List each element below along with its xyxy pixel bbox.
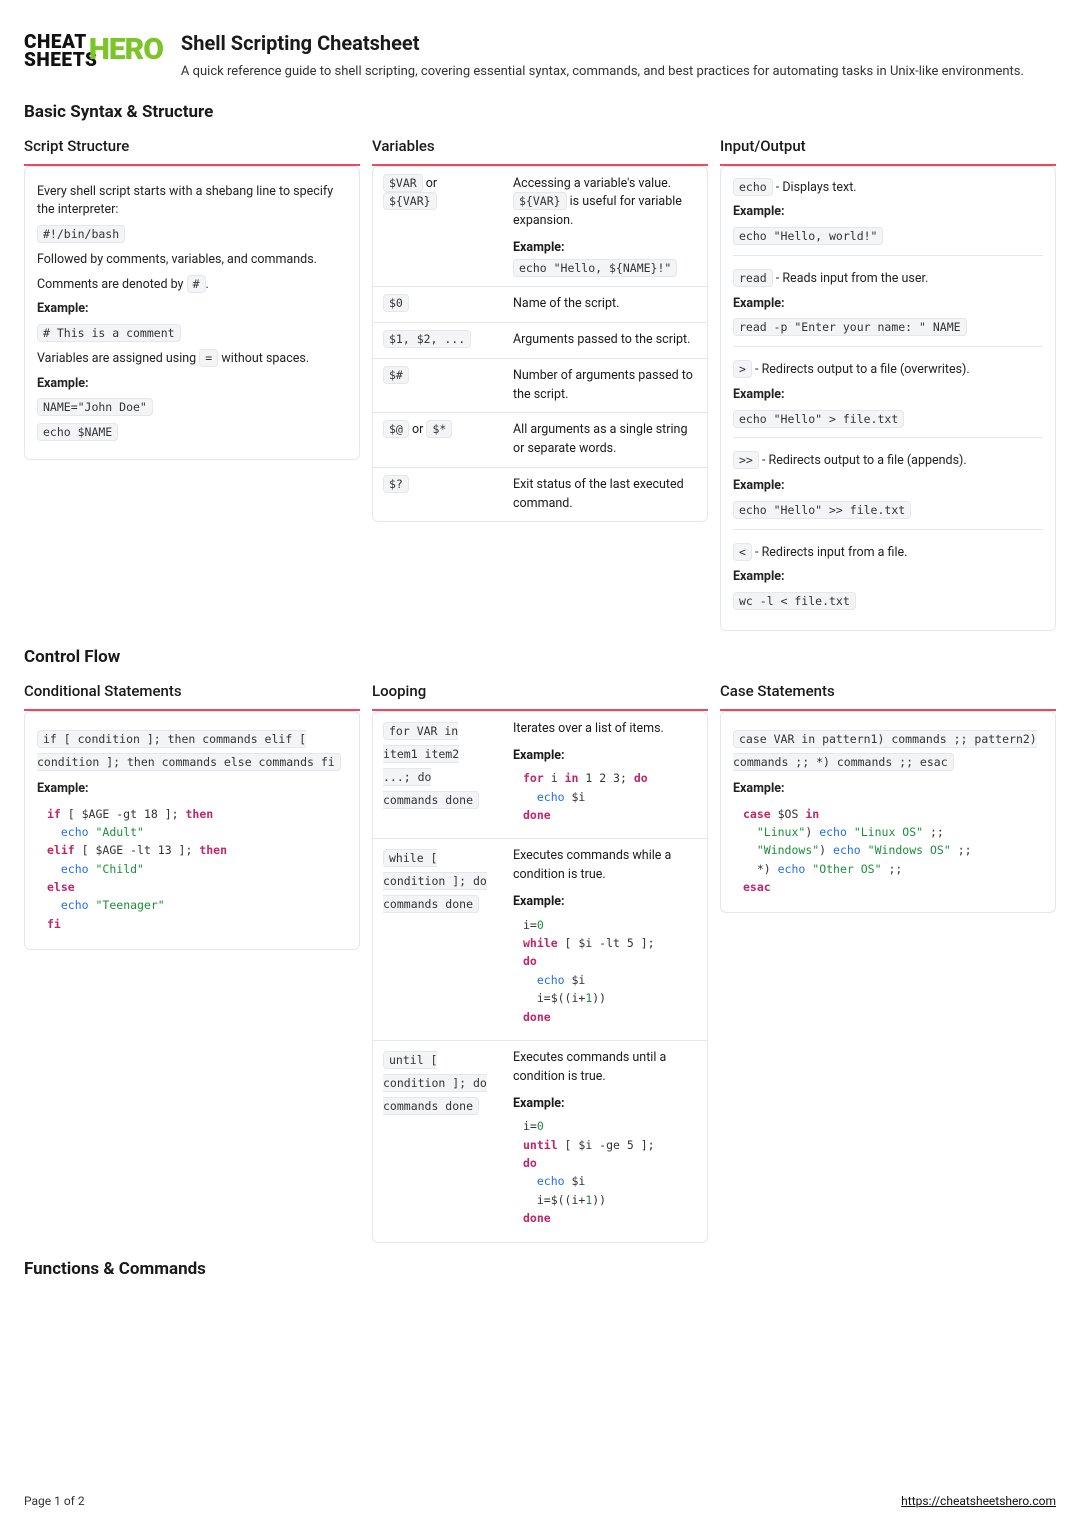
control-grid: Conditional Statements if [ condition ];…: [24, 680, 1056, 1242]
col-title: Script Structure: [24, 135, 360, 166]
col-title: Case Statements: [720, 680, 1056, 711]
logo: CHEAT HERO SHEETS: [24, 28, 163, 68]
col-looping: Looping for VAR in item1 item2 ...; do c…: [372, 680, 708, 1242]
table-row: $VAR or ${VAR} Accessing a variable's va…: [373, 167, 707, 287]
code: read -p "Enter your name: " NAME: [733, 318, 967, 336]
col-title: Conditional Statements: [24, 680, 360, 711]
section-heading-functions: Functions & Commands: [24, 1257, 1056, 1283]
code: >: [733, 360, 752, 378]
section-heading-control: Control Flow: [24, 645, 1056, 671]
looping-table: for VAR in item1 item2 ...; do commands …: [372, 711, 708, 1243]
io-item: echo - Displays text. Example: echo "Hel…: [733, 179, 1043, 255]
code-block: i=0 until [ $i -ge 5 ]; do echo $i i=$((…: [523, 1117, 697, 1227]
code: $1, $2, ...: [383, 330, 471, 348]
code: ${VAR}: [383, 192, 437, 210]
page-number: Page 1 of 2: [24, 1492, 85, 1510]
table-row: $1, $2, ... Arguments passed to the scri…: [373, 323, 707, 359]
code: echo "Hello, ${NAME}!": [513, 259, 677, 277]
section-heading-basic: Basic Syntax & Structure: [24, 100, 1056, 126]
code: >>: [733, 451, 759, 469]
variables-table: $VAR or ${VAR} Accessing a variable's va…: [372, 166, 708, 523]
code: while [ condition ]; do commands done: [383, 849, 487, 913]
page-subtitle: A quick reference guide to shell scripti…: [181, 62, 1024, 82]
example-label: Example:: [513, 747, 697, 766]
col-variables: Variables $VAR or ${VAR} Accessing a var…: [372, 135, 708, 522]
code-block: i=0 while [ $i -lt 5 ]; do echo $i i=$((…: [523, 916, 697, 1026]
code: echo "Hello" >> file.txt: [733, 501, 911, 519]
example-label: Example:: [733, 203, 1043, 222]
code: echo "Hello" > file.txt: [733, 410, 904, 428]
io-item: read - Reads input from the user. Exampl…: [733, 255, 1043, 346]
code: $VAR: [383, 174, 423, 192]
table-row: $@ or $* All arguments as a single strin…: [373, 413, 707, 468]
text: Every shell script starts with a shebang…: [37, 183, 347, 221]
code: echo "Hello, world!": [733, 227, 883, 245]
col-title: Variables: [372, 135, 708, 166]
table-row: for VAR in item1 item2 ...; do commands …: [373, 712, 707, 839]
example-label: Example:: [513, 239, 697, 258]
footer-link[interactable]: https://cheatsheetshero.com: [901, 1492, 1056, 1510]
col-case: Case Statements case VAR in pattern1) co…: [720, 680, 1056, 913]
case-card: case VAR in pattern1) commands ;; patter…: [720, 711, 1056, 914]
code-syntax: if [ condition ]; then commands elif [ c…: [37, 730, 341, 771]
example-label: Example:: [513, 1095, 697, 1114]
code-assign: NAME="John Doe": [37, 398, 153, 416]
example-label: Example:: [513, 893, 697, 912]
code-hash: #: [187, 275, 206, 293]
text: Followed by comments, variables, and com…: [37, 251, 347, 270]
conditional-card: if [ condition ]; then commands elif [ c…: [24, 711, 360, 950]
example-label: Example:: [733, 386, 1043, 405]
code-block: for i in 1 2 3; do echo $i done: [523, 769, 697, 824]
script-structure-card: Every shell script starts with a shebang…: [24, 166, 360, 460]
table-row: $# Number of arguments passed to the scr…: [373, 358, 707, 413]
text: Variables are assigned using = without s…: [37, 350, 347, 369]
example-label: Example:: [37, 375, 347, 394]
code-echo: echo $NAME: [37, 423, 118, 441]
logo-text-hero: HERO: [89, 36, 163, 63]
code-shebang: #!/bin/bash: [37, 225, 125, 243]
code: $@: [383, 420, 409, 438]
io-item: > - Redirects output to a file (overwrit…: [733, 346, 1043, 437]
code: wc -l < file.txt: [733, 592, 856, 610]
col-title: Looping: [372, 680, 708, 711]
code: $?: [383, 475, 409, 493]
code-comment: # This is a comment: [37, 324, 181, 342]
code: read: [733, 269, 773, 287]
table-row: $? Exit status of the last executed comm…: [373, 467, 707, 521]
example-label: Example:: [733, 477, 1043, 496]
text: Comments are denoted by #.: [37, 276, 347, 295]
code: echo: [733, 178, 773, 196]
example-label: Example:: [733, 295, 1043, 314]
table-row: until [ condition ]; do commands done Ex…: [373, 1041, 707, 1242]
code: $*: [426, 420, 452, 438]
code-syntax: case VAR in pattern1) commands ;; patter…: [733, 730, 1037, 771]
page-header: CHEAT HERO SHEETS Shell Scripting Cheats…: [24, 28, 1056, 82]
example-label: Example:: [733, 568, 1043, 587]
code: ${VAR}: [513, 192, 567, 210]
code: for VAR in item1 item2 ...; do commands …: [383, 722, 479, 809]
example-label: Example:: [733, 780, 1043, 799]
code: until [ condition ]; do commands done: [383, 1051, 487, 1115]
page-footer: Page 1 of 2 https://cheatsheetshero.com: [24, 1492, 1056, 1510]
code: <: [733, 543, 752, 561]
col-io: Input/Output echo - Displays text. Examp…: [720, 135, 1056, 631]
col-title: Input/Output: [720, 135, 1056, 166]
table-row: while [ condition ]; do commands done Ex…: [373, 839, 707, 1041]
table-row: $0 Name of the script.: [373, 287, 707, 323]
io-item: < - Redirects input from a file. Example…: [733, 529, 1043, 620]
example-label: Example:: [37, 780, 347, 799]
code: $#: [383, 366, 409, 384]
basic-grid: Script Structure Every shell script star…: [24, 135, 1056, 631]
title-block: Shell Scripting Cheatsheet A quick refer…: [181, 28, 1024, 82]
col-conditional: Conditional Statements if [ condition ];…: [24, 680, 360, 950]
page-title: Shell Scripting Cheatsheet: [181, 28, 1024, 58]
code: $0: [383, 294, 409, 312]
code-block: case $OS in "Linux") echo "Linux OS" ;; …: [743, 805, 1043, 897]
code-block: if [ $AGE -gt 18 ]; then echo "Adult" el…: [47, 805, 347, 934]
col-script-structure: Script Structure Every shell script star…: [24, 135, 360, 460]
example-label: Example:: [37, 300, 347, 319]
code-equals: =: [199, 349, 218, 367]
io-item: >> - Redirects output to a file (appends…: [733, 437, 1043, 528]
io-card: echo - Displays text. Example: echo "Hel…: [720, 166, 1056, 631]
